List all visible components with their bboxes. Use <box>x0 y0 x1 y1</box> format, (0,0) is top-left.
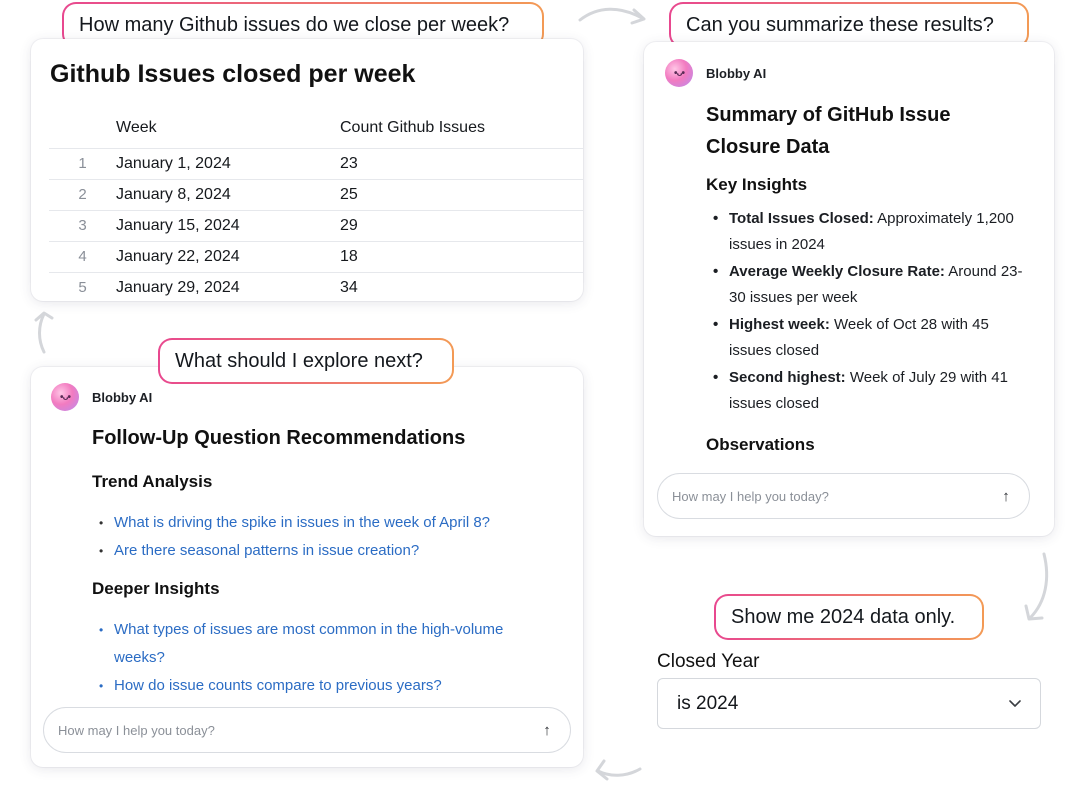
cell-count: 29 <box>340 210 583 242</box>
flow-arrow-icon <box>1024 552 1049 621</box>
deeper-insights-heading: Deeper Insights <box>92 579 220 598</box>
chat-input-placeholder: How may I help you today? <box>58 722 215 738</box>
send-button[interactable]: ↑ <box>996 486 1016 506</box>
suggestion-link[interactable]: How do issue counts compare to previous … <box>98 672 543 700</box>
summary-title: Summary of GitHub Issue Closure Data <box>706 104 951 158</box>
list-item: Total Issues Closed: Approximately 1,200… <box>712 206 1030 258</box>
summary-chat-card: •ᴗ• Blobby AI Summary of GitHub Issue Cl… <box>644 42 1054 536</box>
blob-face-icon: •ᴗ• <box>665 59 693 87</box>
list-item: Second highest: Week of July 29 with 41 … <box>712 365 1030 417</box>
insight-text: Week of July 29 with 41 issues closed <box>729 369 1008 412</box>
suggestion-link[interactable]: What types of issues are most common in … <box>98 616 543 672</box>
observations-heading: Observations <box>706 435 815 454</box>
table-row: 2 January 8, 2024 25 <box>49 179 583 211</box>
suggestion-link[interactable]: Are there seasonal patterns in issue cre… <box>98 537 568 565</box>
deeper-links-list: What types of issues are most common in … <box>98 616 543 700</box>
row-index: 5 <box>49 272 116 301</box>
arrow-up-icon: ↑ <box>543 721 551 739</box>
cell-count: 18 <box>340 241 583 273</box>
insight-label: Average Weekly Closure Rate: <box>729 263 945 280</box>
table-row: 5 January 29, 2024 34 <box>49 272 583 301</box>
assistant-header: •ᴗ• Blobby AI <box>51 383 152 411</box>
issues-table-card: Github Issues closed per week Week Count… <box>31 39 583 301</box>
column-header-index <box>49 109 116 149</box>
chat-input-placeholder: How may I help you today? <box>672 488 829 504</box>
assistant-header: •ᴗ• Blobby AI <box>665 59 766 87</box>
row-index: 4 <box>49 241 116 273</box>
cell-week: January 22, 2024 <box>116 241 340 273</box>
table-row: 3 January 15, 2024 29 <box>49 210 583 242</box>
trend-links-list: What is driving the spike in issues in t… <box>98 509 568 565</box>
cell-week: January 1, 2024 <box>116 148 340 180</box>
suggestion-link[interactable]: What is driving the spike in issues in t… <box>98 509 568 537</box>
insight-label: Highest week: <box>729 316 830 333</box>
arrow-up-icon: ↑ <box>1002 487 1010 505</box>
column-header-count: Count Github Issues <box>340 109 583 149</box>
cell-week: January 15, 2024 <box>116 210 340 242</box>
prompt-bubble-2024-only: Show me 2024 data only. <box>714 594 984 640</box>
flow-arrow-icon <box>34 311 54 354</box>
prompt-text: Show me 2024 data only. <box>716 596 982 638</box>
chat-input[interactable]: How may I help you today? ↑ <box>43 707 571 753</box>
prompt-bubble-explore-next: What should I explore next? <box>158 338 454 384</box>
prompt-text: What should I explore next? <box>160 340 452 382</box>
followup-chat-card: •ᴗ• Blobby AI Follow-Up Question Recomme… <box>31 367 583 767</box>
list-item: Highest week: Week of Oct 28 with 45 iss… <box>712 312 1030 364</box>
blob-face-icon: •ᴗ• <box>51 383 79 411</box>
cell-count: 34 <box>340 272 583 301</box>
row-index: 3 <box>49 210 116 242</box>
assistant-name: Blobby AI <box>92 389 153 405</box>
send-button[interactable]: ↑ <box>537 720 557 740</box>
select-value: is 2024 <box>677 692 739 714</box>
flow-arrow-icon <box>578 7 646 25</box>
row-index: 1 <box>49 148 116 180</box>
insights-list: Total Issues Closed: Approximately 1,200… <box>712 206 1030 418</box>
table-header-row: Week Count Github Issues <box>49 109 583 149</box>
cell-count: 25 <box>340 179 583 211</box>
chevron-down-icon <box>1007 695 1023 717</box>
cell-count: 23 <box>340 148 583 180</box>
flow-arrow-icon <box>595 759 642 781</box>
assistant-name: Blobby AI <box>706 65 767 81</box>
key-insights-heading: Key Insights <box>706 175 808 194</box>
chat-input[interactable]: How may I help you today? ↑ <box>657 473 1030 519</box>
prompt-bubble-issues-per-week: How many Github issues do we close per w… <box>62 2 544 48</box>
list-item: Average Weekly Closure Rate: Around 23-3… <box>712 259 1030 311</box>
insight-text: Week of Oct 28 with 45 issues closed <box>729 316 989 359</box>
trend-analysis-heading: Trend Analysis <box>92 472 213 491</box>
filter-label: Closed Year <box>657 651 760 672</box>
column-header-week: Week <box>116 109 340 149</box>
row-index: 2 <box>49 179 116 211</box>
insight-label: Second highest: <box>729 369 846 386</box>
cell-week: January 29, 2024 <box>116 272 340 301</box>
insight-text: Approximately 1,200 issues in 2024 <box>729 210 1014 253</box>
followup-title: Follow-Up Question Recommendations <box>92 427 466 449</box>
table-title: Github Issues closed per week <box>50 60 416 88</box>
issues-table: Week Count Github Issues 1 January 1, 20… <box>49 109 583 301</box>
cell-week: January 8, 2024 <box>116 179 340 211</box>
prompt-bubble-summarize: Can you summarize these results? <box>669 2 1029 48</box>
insight-label: Total Issues Closed: <box>729 210 874 227</box>
prompt-text: Can you summarize these results? <box>671 4 1027 46</box>
closed-year-select[interactable]: is 2024 <box>657 678 1041 729</box>
table-row: 1 January 1, 2024 23 <box>49 148 583 180</box>
table-row: 4 January 22, 2024 18 <box>49 241 583 273</box>
insight-text: Around 23-30 issues per week <box>729 263 1023 306</box>
